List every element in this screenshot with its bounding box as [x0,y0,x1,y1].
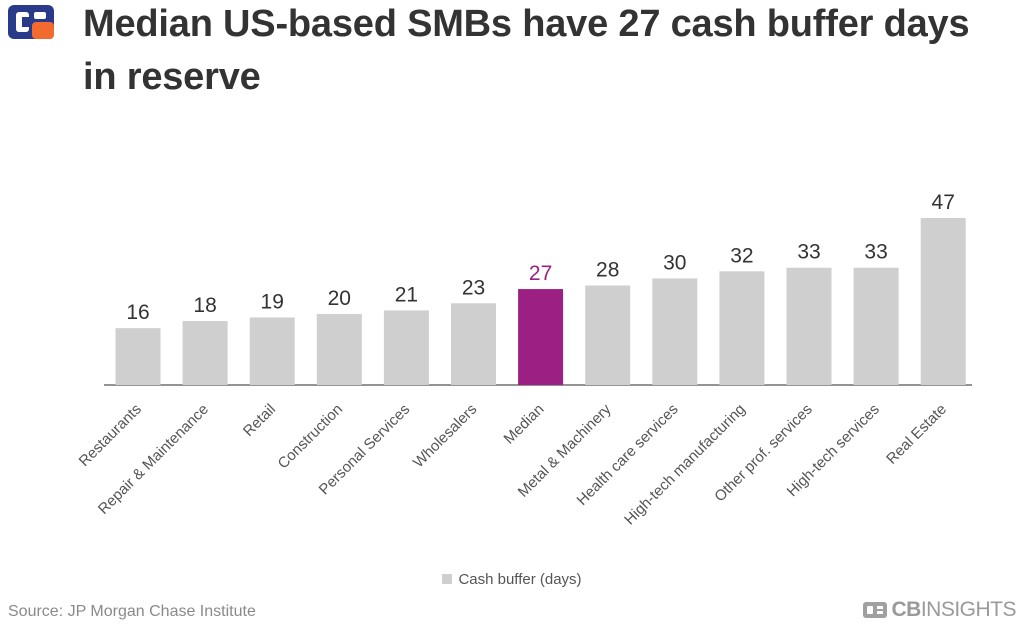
legend-swatch [442,574,453,584]
x-tick-label: Repair & Maintenance [95,401,212,518]
data-label: 32 [730,244,753,267]
bar[interactable] [518,289,564,385]
data-label: 33 [864,241,887,264]
data-label: 27 [529,262,552,285]
data-label: 47 [932,191,955,214]
x-tick-label: Wholesalers [410,401,480,471]
legend[interactable]: Cash buffer (days) [0,571,1024,588]
x-tick-label: Construction [275,401,347,473]
cb-insights-logo-icon [8,5,54,39]
bar[interactable] [383,310,429,385]
bar[interactable] [182,321,228,385]
bar[interactable] [115,328,161,385]
x-tick-label: Real Estate [883,401,950,468]
data-label: 20 [328,287,351,310]
bar[interactable] [786,267,832,385]
bar[interactable] [920,218,966,385]
bar[interactable] [652,278,698,385]
bar[interactable] [249,317,295,385]
bar[interactable] [719,271,765,385]
data-label: 19 [261,290,284,313]
source-note: Source: JP Morgan Chase Institute [8,603,256,620]
x-tick-label: Restaurants [76,401,145,470]
data-label: 33 [797,241,820,264]
bar[interactable] [316,313,362,385]
x-tick-label: High-tech manufacturing [621,401,749,529]
data-label: 28 [596,259,619,282]
chart-title: Median US-based SMBs have 27 cash buffer… [83,3,970,98]
bar[interactable] [853,267,899,385]
bar[interactable] [585,285,631,385]
cb-brand-icon [863,602,888,618]
brand-insights: INSIGHTS [920,598,1017,621]
brand-logo: CB INSIGHTS [863,598,1017,622]
data-label: 16 [126,301,149,324]
data-label: 21 [395,283,418,306]
x-tick-label: Retail [240,401,279,440]
legend-label: Cash buffer (days) [458,571,582,588]
x-tick-label: Median [501,401,548,448]
data-label: 30 [663,251,686,274]
brand-cb: CB [891,598,921,621]
data-label: 18 [193,294,216,317]
bar[interactable] [451,303,496,385]
data-label: 23 [462,276,485,299]
